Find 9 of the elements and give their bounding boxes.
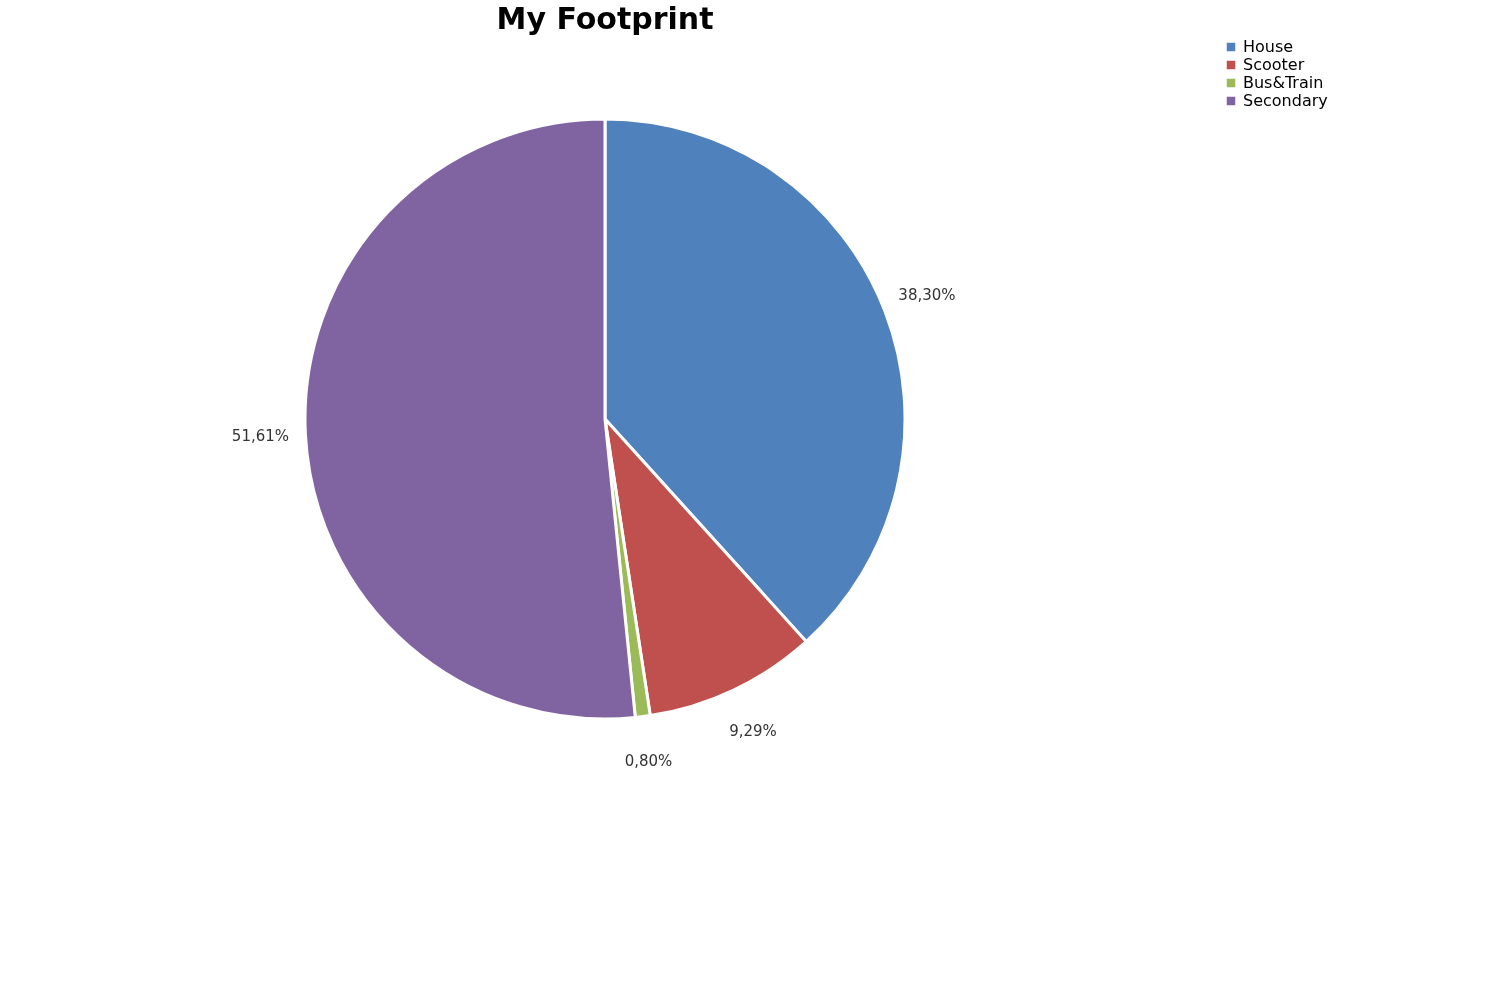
data-label: 9,29% (729, 721, 777, 740)
chart-title: My Footprint (496, 1, 714, 36)
data-label: 0,80% (624, 752, 673, 771)
legend-label: House (1243, 37, 1294, 56)
legend-label: Scooter (1243, 55, 1305, 74)
legend-label: Bus&Train (1243, 73, 1324, 92)
data-label: 38,30% (898, 286, 956, 305)
legend-label: Secondary (1243, 91, 1328, 110)
data-label: 51,61% (231, 427, 290, 446)
